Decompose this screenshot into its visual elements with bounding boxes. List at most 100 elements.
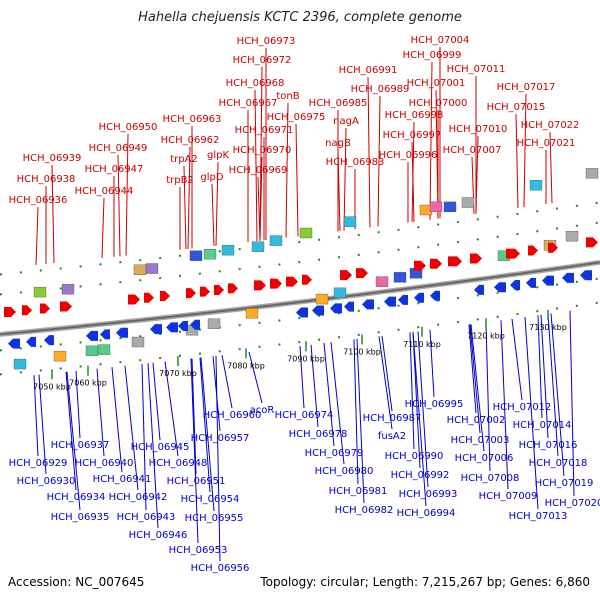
reverse-gene-arrow	[312, 305, 324, 316]
bottom-leader-line	[65, 371, 77, 491]
bottom-leader-line	[468, 324, 477, 414]
forward-gene-arrow	[144, 292, 154, 303]
top-gene-label: HCH_06938	[17, 174, 76, 185]
feature-box	[13, 358, 27, 370]
reverse-gene-arrow	[26, 336, 36, 347]
bottom-gene-label: HCH_06945	[131, 442, 190, 453]
bottom-gene-label: HCH_07006	[455, 453, 514, 464]
bottom-leader-line	[409, 332, 415, 450]
top-leader-line	[101, 197, 105, 259]
bottom-gene-label: HCH_06956	[191, 563, 250, 574]
bottom-gene-label: HCH_06978	[289, 429, 348, 440]
forward-gene-arrow	[270, 278, 282, 289]
reverse-gene-arrow	[100, 329, 110, 340]
bottom-leader-line	[191, 358, 197, 475]
forward-gene-arrow	[414, 260, 426, 271]
bottom-gene-label: HCH_06981	[329, 486, 388, 497]
map-title: Hahella chejuensis KCTC 2396, complete g…	[138, 10, 462, 25]
feature-box	[333, 287, 347, 299]
top-leader-line	[257, 176, 261, 241]
bottom-leader-line	[511, 318, 523, 401]
forward-gene-arrow	[430, 258, 442, 269]
top-gene-label: HCH_06999	[403, 50, 462, 61]
top-gene-label: HCH_07022	[521, 120, 580, 131]
feature-box	[585, 168, 599, 179]
top-gene-label: HCH_07007	[443, 145, 502, 156]
bottom-gene-label: HCH_06951	[167, 476, 226, 487]
top-gene-label: HCH_07000	[409, 98, 468, 109]
forward-gene-arrow	[60, 301, 72, 312]
reverse-gene-arrow	[384, 296, 396, 307]
kbp-tick-label: 7120 kbp	[467, 331, 505, 340]
top-gene-label: HCH_06997	[383, 130, 442, 141]
top-leader-line	[259, 156, 263, 241]
kbp-tick-label: 7090 kbp	[287, 354, 325, 363]
feature-box	[203, 249, 217, 260]
bottom-gene-label: HCH_07009	[479, 491, 538, 502]
reverse-gene-arrow	[296, 307, 308, 318]
bottom-leader-line	[485, 322, 491, 472]
bottom-leader-line	[500, 320, 509, 490]
bottom-leader-line	[540, 314, 549, 439]
bottom-leader-line	[299, 345, 305, 409]
reverse-gene-arrow	[562, 272, 574, 283]
feature-box	[145, 263, 159, 274]
bottom-leader-line	[190, 358, 199, 544]
top-gene-label: HCH_07011	[447, 64, 506, 75]
top-gene-label: HCH_07017	[497, 82, 556, 93]
feature-box	[33, 286, 47, 298]
bottom-gene-label: HCH_06994	[397, 508, 456, 519]
top-gene-label: glpK	[207, 150, 229, 161]
feature-box	[565, 231, 579, 242]
top-leader-line	[35, 206, 39, 265]
bottom-leader-line	[96, 368, 105, 457]
feature-box	[207, 318, 221, 329]
top-gene-label: HCH_07015	[487, 102, 546, 113]
bottom-gene-label: HCH_06946	[129, 530, 188, 541]
bottom-gene-label: HCH_06940	[75, 458, 134, 469]
top-gene-label: trpA2	[170, 154, 198, 165]
top-leader-line	[187, 146, 191, 249]
top-gene-label: HCH_06950	[99, 122, 158, 133]
feature-box	[97, 344, 111, 355]
bottom-leader-line	[569, 310, 575, 497]
forward-gene-arrow	[586, 237, 598, 248]
reverse-gene-arrow	[580, 270, 592, 281]
bottom-leader-line	[412, 331, 421, 469]
reverse-gene-arrow	[398, 294, 408, 305]
forward-gene-arrow	[200, 286, 210, 297]
top-leader-line	[343, 127, 347, 231]
feature-box	[299, 227, 313, 239]
feature-box	[529, 180, 543, 191]
top-leader-line	[295, 123, 299, 237]
top-gene-label: HCH_06971	[235, 125, 294, 136]
reverse-gene-arrow	[150, 324, 162, 335]
bottom-leader-line	[66, 371, 81, 511]
forward-gene-arrow	[40, 303, 50, 314]
feature-box	[131, 336, 145, 348]
forward-gene-arrow	[448, 256, 462, 267]
bottom-leader-line	[111, 367, 123, 473]
bottom-gene-label: HCH_06974	[275, 410, 334, 421]
top-leader-line	[117, 154, 121, 257]
bottom-gene-label: HCH_06937	[51, 440, 110, 451]
kbp-tick-label: 7100 kbp	[343, 347, 381, 356]
top-gene-label: HCH_06962	[161, 135, 220, 146]
top-gene-label: HCH_06991	[339, 65, 398, 76]
feature-box	[53, 350, 67, 362]
bottom-leader-line	[381, 335, 393, 412]
top-leader-line	[429, 61, 433, 220]
feature-box	[269, 235, 283, 246]
top-gene-label: HCH_06972	[233, 55, 292, 66]
bottom-leader-line	[417, 331, 429, 488]
reverse-gene-arrow	[344, 301, 354, 312]
forward-gene-arrow	[160, 291, 170, 302]
top-gene-label: HCH_06969	[229, 165, 288, 176]
top-gene-label: HCH_06996	[379, 150, 438, 161]
genome-summary-text: Topology: circular; Length: 7,215,267 bp…	[260, 575, 590, 589]
top-leader-line	[285, 102, 289, 238]
bottom-gene-label: HCH_06935	[51, 512, 110, 523]
bottom-gene-label: HCH_06960	[203, 410, 262, 421]
feature-box	[133, 264, 147, 275]
